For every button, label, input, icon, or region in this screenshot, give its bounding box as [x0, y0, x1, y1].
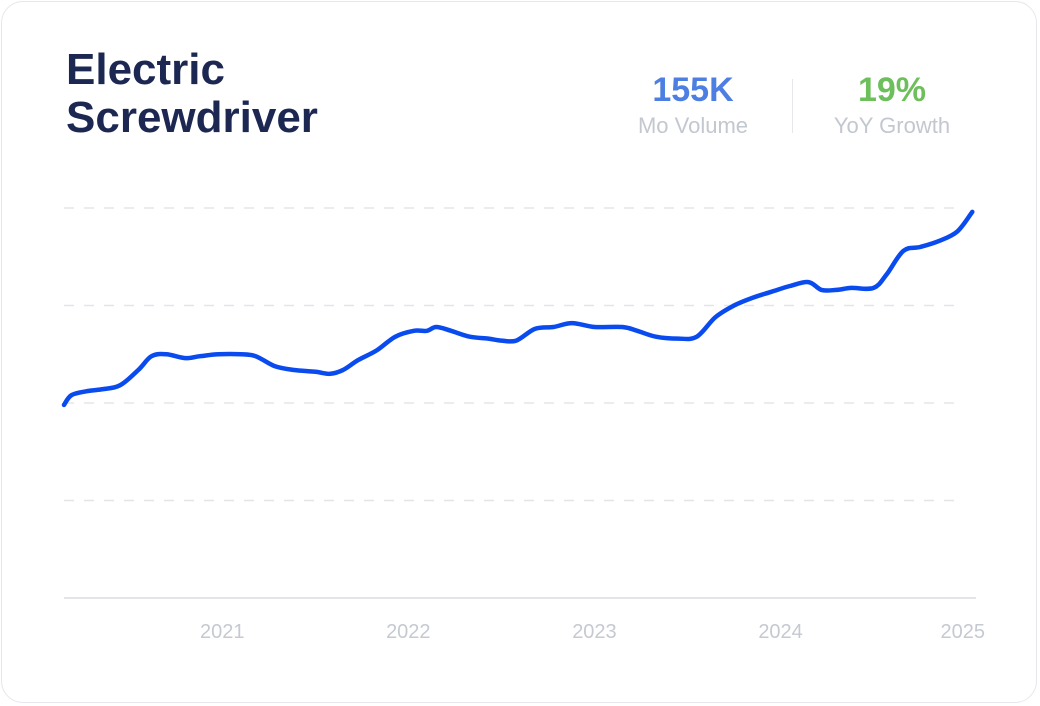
chart-gridlines	[64, 207, 964, 502]
series-line	[61, 209, 975, 408]
monthly-volume-label: Mo Volume	[637, 113, 749, 138]
x-axis-ticks: 2021 2022 2023 2024 2025	[200, 621, 985, 643]
x-tick-label: 2024	[758, 621, 803, 643]
x-tick-label: 2021	[200, 621, 245, 643]
stat-divider	[792, 79, 793, 133]
page-title: Electric Screwdriver	[66, 45, 318, 142]
monthly-volume-stat: 155K Mo Volume	[622, 70, 764, 140]
x-tick-label: 2022	[386, 621, 431, 643]
x-tick-label: 2023	[572, 621, 617, 643]
x-tick-label: 2025	[941, 621, 986, 643]
yoy-growth-label: YoY Growth	[833, 113, 951, 138]
yoy-growth-stat: 19% YoY Growth	[818, 70, 966, 140]
yoy-growth-value: 19%	[857, 71, 927, 109]
monthly-volume-value: 155K	[652, 71, 734, 109]
